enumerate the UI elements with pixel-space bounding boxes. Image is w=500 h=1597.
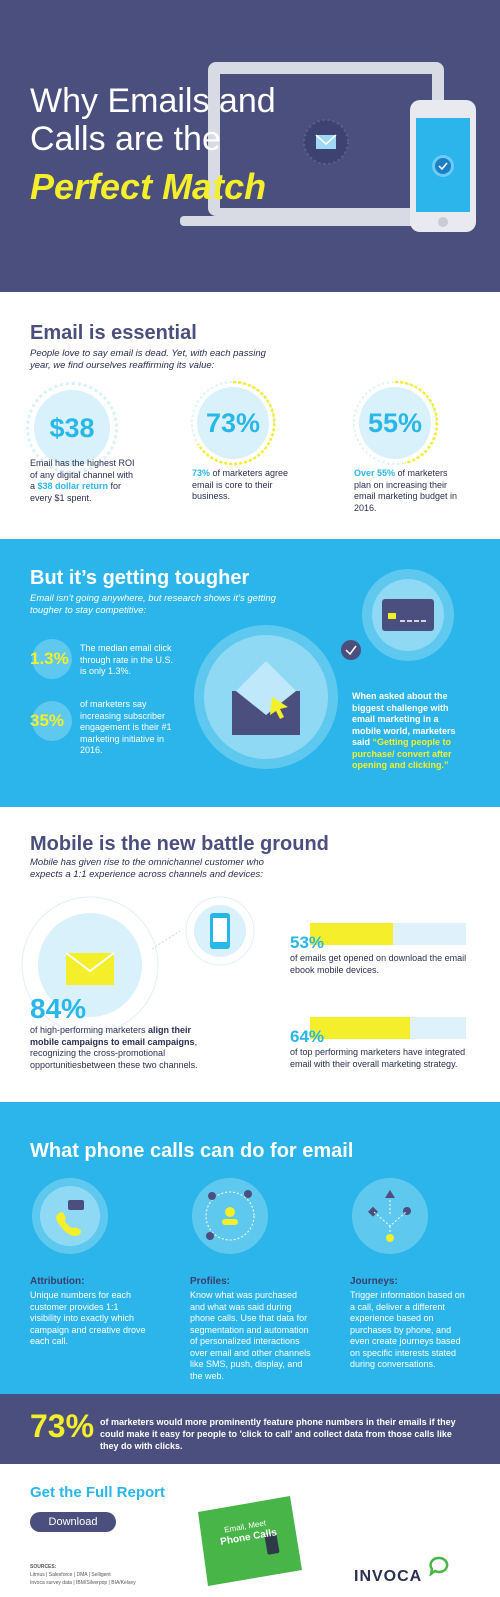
stat-value: 1.3%	[30, 649, 69, 668]
stat-circle: 55%	[367, 407, 423, 438]
hero-section: Why Emails and Calls are the Perfect Mat…	[0, 0, 500, 292]
capability-title: Attribution:	[30, 1276, 85, 1287]
check-icon	[341, 640, 361, 660]
phone-calls-section: What phone calls can do for email Attrib…	[0, 1102, 500, 1394]
stat-ring	[32, 701, 72, 741]
bar-value: 64%	[290, 1027, 325, 1046]
speech-bubble-icon	[429, 1556, 449, 1576]
bar-value: 53%	[290, 933, 325, 952]
banner-value: 73%	[30, 1408, 95, 1444]
stat-circle: 73%	[205, 407, 261, 438]
section-intro: Mobile has given rise to the omnichannel…	[30, 857, 264, 880]
big-stat-caption: of high-performing marketers align their…	[30, 1025, 198, 1070]
progress-bar	[310, 1017, 466, 1039]
stat-ring	[32, 639, 72, 679]
capability-text: Unique numbers for each customer provide…	[30, 1290, 146, 1346]
footer-section: Get the Full Report Download SOURCES: Li…	[0, 1464, 500, 1597]
credit-card-illustration	[362, 569, 454, 661]
bar-caption: of top performing marketers have integra…	[290, 1047, 466, 1069]
section-title: Mobile is the new battle ground	[30, 833, 329, 855]
sources-line: Litmus | Salesforce | DMA | Selligent	[30, 1572, 111, 1578]
journeys-icon	[352, 1178, 428, 1254]
progress-bar-fill	[310, 923, 393, 945]
email-essential-section: Email is essential People love to say em…	[0, 292, 500, 539]
capability-title: Profiles:	[190, 1276, 231, 1287]
ebook-cover	[198, 1496, 302, 1586]
stat-progress-ring	[353, 380, 439, 465]
section-intro: Email isn’t going anywhere, but research…	[30, 593, 276, 616]
capability-title: Journeys:	[350, 1276, 398, 1287]
capability-text: Trigger information based on a call, del…	[350, 1290, 465, 1369]
bar-caption: of emails get opened on download the ema…	[290, 953, 467, 975]
profiles-icon	[192, 1178, 268, 1254]
attribution-icon	[32, 1178, 108, 1254]
mobile-section: Mobile is the new battle ground Mobile h…	[0, 807, 500, 1102]
stat-caption: Over 55% of marketers plan on increasing…	[354, 468, 458, 513]
sources-line: Invoca survey data | IBM/Silverpop | BIA…	[30, 1580, 136, 1586]
stat-caption: of marketers say increasing subscriber e…	[80, 699, 172, 755]
hero-title: Why Emails and Calls are the	[30, 82, 276, 158]
big-stat-value: 84%	[30, 993, 87, 1024]
stat-progress-ring	[191, 380, 276, 466]
stat-circle: $38	[34, 390, 110, 466]
stat-caption: 73% of marketers agree email is core to …	[192, 468, 289, 501]
section-intro: People love to say email is dead. Yet, w…	[30, 348, 266, 371]
invoca-logo: INVOCA	[354, 1568, 423, 1585]
stat-caption: The median email click through rate in t…	[80, 643, 174, 676]
envelope-illustration	[194, 625, 338, 769]
getting-tougher-section: But it’s getting tougher Email isn’t goi…	[0, 539, 500, 807]
stat-caption: Email has the highest ROI of any digital…	[30, 458, 135, 503]
sources-label: SOURCES:	[30, 1564, 57, 1570]
progress-bar-fill	[310, 1017, 410, 1039]
stat-value: 35%	[30, 711, 65, 730]
stat-ring	[26, 382, 118, 474]
download-button[interactable]: Download	[30, 1512, 116, 1532]
section-title: What phone calls can do for email	[30, 1140, 354, 1162]
stat-banner: 73% of marketers would more prominently …	[0, 1394, 500, 1464]
laptop-illustration	[180, 62, 476, 232]
banner-text: of marketers would more prominently feat…	[100, 1417, 456, 1451]
section-title: Email is essential	[30, 322, 197, 344]
capability-text: Know what was purchased and what was sai…	[190, 1290, 311, 1381]
section-title: But it’s getting tougher	[30, 567, 250, 589]
mobile-envelope-illustration	[21, 896, 255, 1034]
progress-bar	[310, 923, 466, 945]
report-title: Get the Full Report	[30, 1484, 165, 1501]
challenge-quote: When asked about the biggest challenge w…	[352, 691, 456, 770]
hero-highlight: Perfect Match	[30, 166, 267, 207]
